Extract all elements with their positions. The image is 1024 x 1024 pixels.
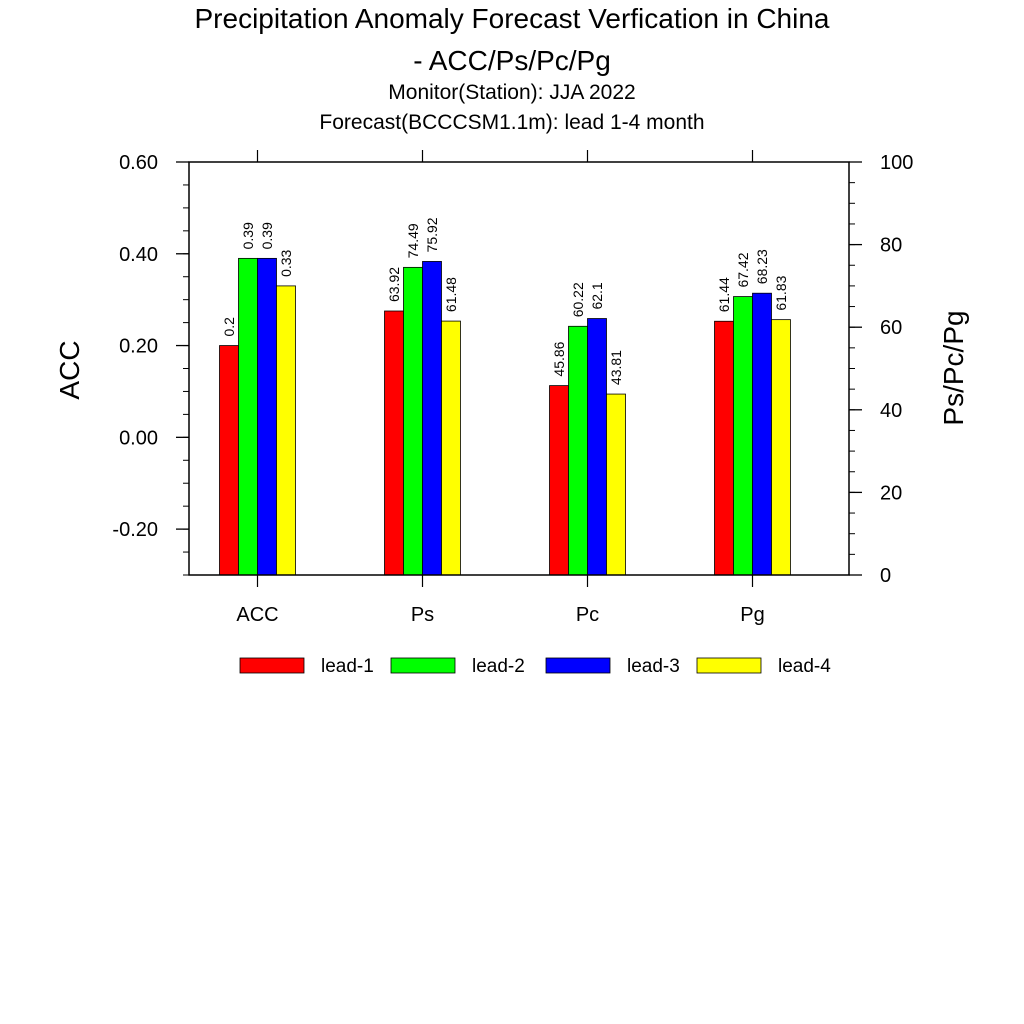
right-axis-tick-label: 0 [880,565,891,587]
legend-label-lead-3: lead-3 [627,656,680,677]
legend-swatch-lead-2 [390,657,456,674]
bar-lead-1-ACC [219,345,239,576]
right-axis-title: Ps/Pc/Pg [938,310,969,425]
category-label: Pc [576,604,599,626]
data-label-lead-2-Pc: 60.22 [570,282,586,317]
left-axis-tick-label: 0.00 [119,427,158,449]
data-label-lead-4-Ps: 61.48 [443,277,459,312]
legend: lead-1 lead-2 lead-3 lead-4 [239,656,831,677]
bar-lead-1-Ps [384,310,404,576]
axes: 0.60 0.40 0.20 0.00 -0.20 100 80 60 40 20 0 ACC Ps/P… [54,150,969,626]
bar-lead-4-Ps [441,320,461,576]
bar-lead-3-Pg [752,292,772,576]
chart-titles: Precipitation Anomaly Forecast Verficati… [195,3,830,134]
data-label-lead-1-Ps: 63.92 [386,267,402,302]
right-axis-tick-label: 20 [880,482,902,504]
bar-lead-2-Pg [733,296,753,576]
data-label-lead-4-ACC: 0.33 [278,249,294,276]
right-axis-tick-label: 60 [880,317,902,339]
data-label-lead-2-Pg: 67.42 [735,252,751,287]
bar-lead-2-ACC [238,257,258,576]
legend-swatch-lead-3 [545,657,611,674]
legend-swatch-lead-1 [239,657,305,674]
left-axis-tick-label: 0.60 [119,152,158,174]
bar-lead-3-ACC [257,257,277,576]
bar-lead-2-Ps [403,266,423,576]
bar-lead-4-Pc [606,393,626,576]
legend-label-lead-1: lead-1 [321,656,374,677]
data-label-lead-1-Pc: 45.86 [551,341,567,376]
right-axis-tick-label: 100 [880,152,913,174]
data-label-lead-2-ACC: 0.39 [240,222,256,249]
data-label-lead-2-Ps: 74.49 [405,223,421,258]
chart-title-line-2: - ACC/Ps/Pc/Pg [413,45,611,76]
left-axis-title: ACC [54,340,85,399]
legend-label-lead-2: lead-2 [472,656,525,677]
category-label: Pg [740,604,764,626]
data-label-lead-4-Pg: 61.83 [773,275,789,310]
right-axis-tick-label: 40 [880,400,902,422]
data-label-lead-3-Ps: 75.92 [424,217,440,252]
data-label-lead-3-Pc: 62.1 [589,282,605,309]
bar-lead-3-Pc [587,318,607,576]
left-axis-tick-label: -0.20 [112,519,158,541]
bar-lead-4-Pg [771,319,791,576]
bar-lead-1-Pg [714,320,734,576]
category-label: ACC [236,604,278,626]
legend-label-lead-4: lead-4 [778,656,831,677]
chart-subtitle-line-1: Monitor(Station): JJA 2022 [388,81,635,104]
chart-subtitle-line-2: Forecast(BCCCSM1.1m): lead 1-4 month [319,111,704,134]
bar-lead-4-ACC [276,285,296,576]
left-axis-tick-label: 0.20 [119,336,158,358]
right-axis-tick-label: 80 [880,235,902,257]
chart-title-line-1: Precipitation Anomaly Forecast Verficati… [195,3,830,34]
data-label-lead-3-ACC: 0.39 [259,222,275,249]
legend-swatch-lead-4 [696,657,762,674]
category-label: Ps [411,604,434,626]
data-label-lead-1-ACC: 0.2 [221,317,237,337]
bar-lead-1-Pc [549,385,569,576]
data-label-lead-1-Pg: 61.44 [716,277,732,312]
left-axis-tick-label: 0.40 [119,244,158,266]
bar-lead-3-Ps [422,261,442,576]
data-label-lead-3-Pg: 68.23 [754,249,770,284]
data-label-lead-4-Pc: 43.81 [608,350,624,385]
bar-lead-2-Pc [568,325,588,576]
